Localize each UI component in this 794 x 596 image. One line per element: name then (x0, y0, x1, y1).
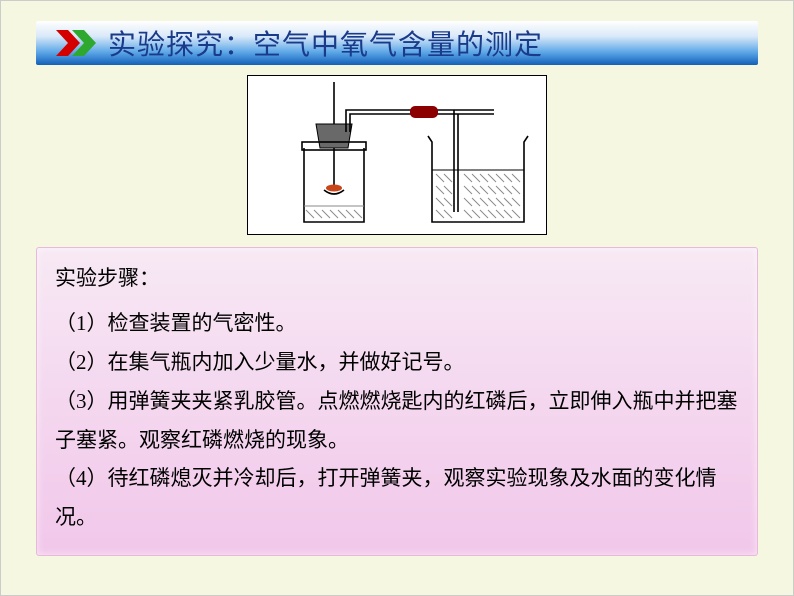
steps-heading: 实验步骤： (55, 262, 739, 292)
step-item: （3）用弹簧夹夹紧乳胶管。点燃燃烧匙内的红磷后，立即伸入瓶中并把塞子塞紧。观察红… (55, 382, 739, 460)
step-item: （2）在集气瓶内加入少量水，并做好记号。 (55, 343, 739, 382)
steps-panel: 实验步骤： （1）检查装置的气密性。 （2）在集气瓶内加入少量水，并做好记号。 … (36, 247, 758, 556)
step-item: （1）检查装置的气密性。 (55, 304, 739, 343)
slide: 实验探究：空气中氧气含量的测定 (0, 0, 794, 596)
slide-title: 实验探究：空气中氧气含量的测定 (108, 23, 543, 63)
chevron-icon (56, 30, 100, 56)
step-item: （4）待红磷熄灭并冷却后，打开弹簧夹，观察实验现象及水面的变化情况。 (55, 459, 739, 537)
diagram-container (36, 65, 758, 247)
title-bar: 实验探究：空气中氧气含量的测定 (36, 21, 758, 65)
apparatus-diagram (247, 75, 547, 235)
